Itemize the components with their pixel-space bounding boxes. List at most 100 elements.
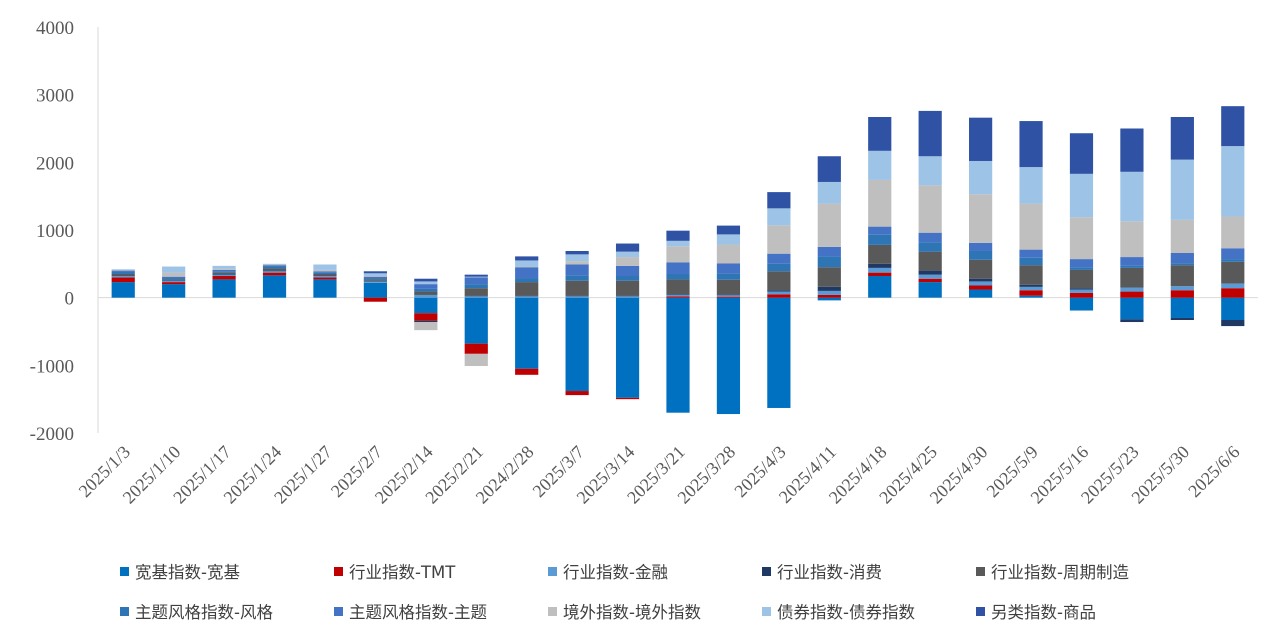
bar-segment-8-2025-3-21 bbox=[666, 246, 690, 263]
bar-segment-8-2025-4-25 bbox=[918, 185, 942, 233]
bar-segment-1-2025-3-21 bbox=[666, 297, 690, 413]
bar-segment-9-2025-6-6 bbox=[1221, 146, 1245, 217]
y-tick-label: 2000 bbox=[36, 153, 74, 174]
bar-segment-5-2025-3-14 bbox=[615, 280, 640, 296]
bar-segment-7-2025-4-3 bbox=[767, 253, 791, 264]
bar-segment-5-2025-4-3 bbox=[767, 271, 791, 291]
bar-segment-2-2025-3-7 bbox=[565, 391, 589, 396]
bar-segment-5-2025-1-17 bbox=[212, 272, 236, 274]
bar-segment-1-2025-5-16 bbox=[1069, 297, 1094, 311]
bar-segment-2-2024-2-28 bbox=[515, 368, 539, 375]
bar-segment-1-2025-2-7 bbox=[363, 282, 387, 298]
bar-segment-10-2025-3-14 bbox=[615, 243, 640, 252]
bar-segment-1-2025-5-23 bbox=[1120, 297, 1144, 320]
bar-segment-7-2025-5-16 bbox=[1069, 259, 1094, 268]
bar-segment-9-2025-1-24 bbox=[262, 263, 287, 265]
bar-segment-4-2025-1-3 bbox=[111, 275, 135, 277]
legend: 宽基指数-宽基 行业指数-TMT 行业指数-金融 行业指数-消费 行业指数-周期制造主题… bbox=[120, 563, 1129, 622]
bar-segment-1-2025-3-28 bbox=[716, 297, 741, 415]
bar-segment-8-2025-4-30 bbox=[969, 194, 993, 243]
bar-segment-6-2025-2-14 bbox=[414, 288, 438, 292]
bar-segment-9-2025-2-21 bbox=[464, 276, 488, 278]
bar-segment-2-2025-3-21 bbox=[666, 296, 690, 298]
bar-segment-1-2025-4-25 bbox=[918, 282, 942, 298]
bar-segment-1-2025-5-9 bbox=[1019, 295, 1043, 298]
bar-segment-10-2025-4-18 bbox=[868, 116, 892, 151]
y-tick-label: 3000 bbox=[36, 86, 74, 107]
bar-segment-6-2025-4-11 bbox=[817, 256, 841, 268]
bar-segment-8-2025-5-9 bbox=[1019, 203, 1043, 250]
bar-segment-4-2025-1-24 bbox=[262, 270, 287, 272]
bar-segment-9-2025-1-17 bbox=[212, 265, 236, 269]
bar-segment-3-2025-2-14 bbox=[414, 294, 438, 298]
bar-segment-7-2024-2-28 bbox=[515, 267, 539, 279]
bar-segment-4-2025-5-23 bbox=[1120, 319, 1144, 323]
bar-segment-5-2025-3-28 bbox=[716, 279, 741, 295]
bar-segment-9-2025-5-16 bbox=[1069, 173, 1094, 218]
bar-segment-7-2025-4-11 bbox=[817, 246, 841, 257]
bar-segment-4-2025-5-30 bbox=[1170, 317, 1194, 320]
bar-segment-5-2025-4-25 bbox=[918, 251, 942, 271]
bar-segment-1-2025-1-27 bbox=[313, 279, 337, 298]
legend-label: 行业指数-金融 bbox=[563, 563, 668, 582]
bar-segment-2-2025-2-14 bbox=[414, 313, 438, 321]
bar-segment-3-2024-2-28 bbox=[515, 296, 539, 298]
y-tick-label: -1000 bbox=[30, 356, 74, 377]
bar-segment-4-2025-4-3 bbox=[767, 290, 791, 292]
bars bbox=[111, 106, 1245, 415]
bar-segment-6-2025-5-30 bbox=[1170, 263, 1194, 266]
bar-segment-10-2025-4-3 bbox=[767, 192, 791, 209]
bar-segment-7-2025-1-17 bbox=[212, 269, 236, 272]
bar-segment-7-2025-5-30 bbox=[1170, 253, 1194, 264]
bar-segment-2-2025-5-9 bbox=[1019, 290, 1043, 296]
bar-segment-6-2025-4-30 bbox=[969, 250, 993, 260]
bar-segment-7-2025-2-14 bbox=[414, 284, 438, 289]
bar-segment-8-2025-1-10 bbox=[162, 272, 186, 277]
bar-segment-4-2025-1-10 bbox=[162, 280, 186, 281]
legend-label: 主题风格指数-主题 bbox=[349, 603, 487, 622]
bar-segment-5-2025-2-7 bbox=[363, 279, 387, 281]
bar-segment-7-2025-1-24 bbox=[262, 265, 287, 267]
legend-label: 主题风格指数-风格 bbox=[135, 603, 273, 622]
bar-segment-10-2025-3-28 bbox=[716, 225, 741, 235]
bar-segment-8-2025-4-11 bbox=[817, 203, 841, 247]
bar-segment-8-2025-3-28 bbox=[716, 244, 741, 264]
bar-segment-4-2025-4-25 bbox=[918, 270, 942, 275]
bar-segment-7-2025-3-21 bbox=[666, 262, 690, 274]
bar-segment-5-2025-5-16 bbox=[1069, 269, 1094, 289]
bar-segment-2-2025-3-28 bbox=[716, 296, 741, 298]
bar-segment-10-2025-3-7 bbox=[565, 250, 589, 255]
bar-segment-3-2025-5-30 bbox=[1170, 286, 1194, 291]
legend-swatch bbox=[548, 607, 557, 616]
bar-segment-5-2025-4-18 bbox=[868, 244, 892, 264]
bar-segment-4-2025-5-16 bbox=[1069, 288, 1094, 290]
bar-segment-3-2025-1-27 bbox=[313, 276, 337, 278]
bar-segment-4-2025-2-14 bbox=[414, 320, 438, 323]
bar-segment-5-2025-6-6 bbox=[1221, 261, 1245, 284]
bar-segment-3-2025-1-10 bbox=[162, 280, 186, 283]
bar-segment-2-2025-1-27 bbox=[313, 277, 337, 280]
bar-segment-1-2025-4-18 bbox=[868, 276, 892, 298]
bar-segment-9-2025-1-3 bbox=[111, 269, 135, 270]
bar-segment-1-2025-6-6 bbox=[1221, 297, 1245, 320]
bar-segment-1-2025-1-3 bbox=[111, 282, 135, 298]
bar-segment-6-2025-3-21 bbox=[666, 273, 690, 280]
bar-segment-3-2025-1-17 bbox=[212, 274, 236, 277]
bar-segment-9-2025-1-27 bbox=[313, 264, 337, 270]
bar-segment-7-2025-3-7 bbox=[565, 264, 589, 276]
bar-segment-9-2025-4-11 bbox=[817, 181, 841, 204]
bar-segment-8-2025-1-17 bbox=[212, 268, 236, 270]
bar-segment-1-2025-1-10 bbox=[162, 284, 186, 298]
bar-segment-7-2025-1-3 bbox=[111, 270, 135, 272]
legend-swatch bbox=[334, 567, 343, 576]
bar-segment-7-2025-5-23 bbox=[1120, 257, 1144, 266]
bar-segment-9-2025-4-30 bbox=[969, 160, 993, 195]
bar-segment-6-2025-1-24 bbox=[262, 266, 287, 269]
x-axis: 2025/1/32025/1/102025/1/172025/1/242025/… bbox=[75, 442, 1244, 508]
bar-segment-8-2025-1-3 bbox=[111, 269, 135, 271]
legend-label: 境外指数-境外指数 bbox=[563, 603, 701, 622]
bar-segment-6-2025-5-23 bbox=[1120, 265, 1144, 268]
bar-segment-9-2025-2-7 bbox=[363, 273, 387, 277]
bar-segment-4-2025-4-11 bbox=[817, 286, 841, 291]
bar-segment-4-2025-3-21 bbox=[666, 294, 690, 295]
